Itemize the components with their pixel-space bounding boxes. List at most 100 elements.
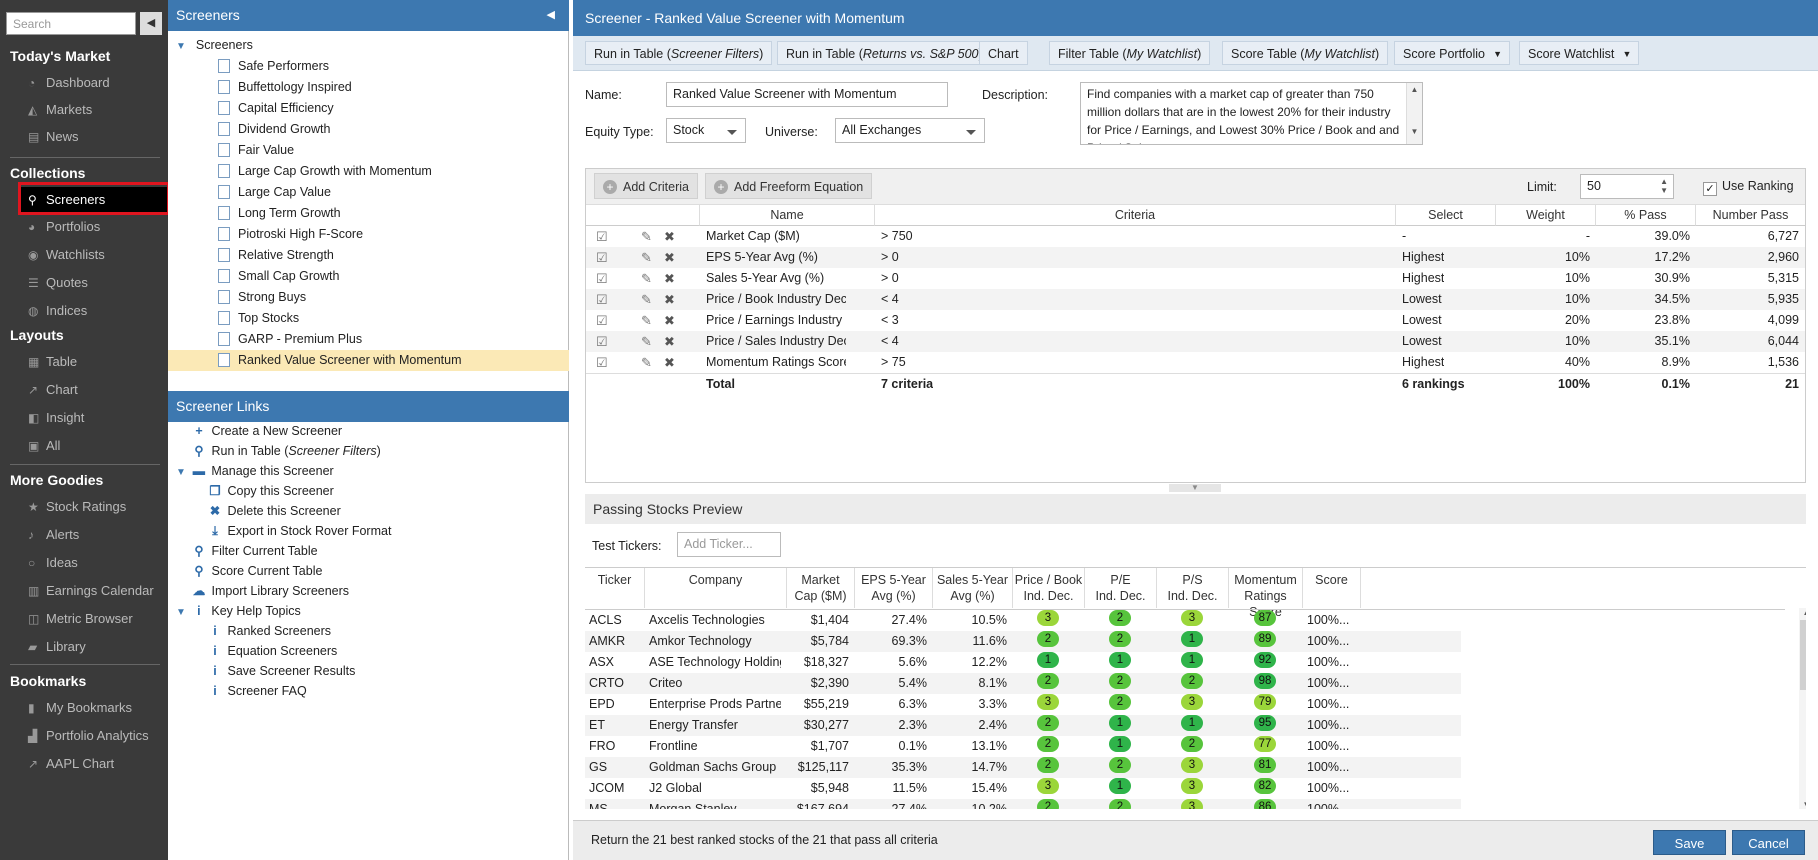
score-watchlist-button[interactable]: Score Watchlist ▼ — [1519, 41, 1640, 65]
universe-select[interactable]: All Exchanges — [835, 118, 985, 143]
nav-item-metric-browser[interactable]: ◫ Metric Browser — [28, 606, 168, 632]
nav-item-chart[interactable]: ↗ Chart — [28, 377, 168, 403]
link-copy-screener[interactable]: ❐ Copy this Screener — [206, 481, 333, 501]
run-in-table-filters-button[interactable]: Run in Table (Screener Filters) — [585, 41, 773, 65]
table-row[interactable]: ET Energy Transfer $30,277 2.3% 2.4% 2 1 1 95 100… — [585, 715, 1461, 736]
limit-stepper[interactable]: 50 ▲ ▼ — [1580, 174, 1674, 199]
link-help-ranked[interactable]: i Ranked Screeners — [206, 621, 331, 641]
screener-item[interactable]: Dividend Growth — [168, 119, 569, 140]
nav-item-insight[interactable]: ◧ Insight — [28, 405, 168, 431]
screener-item[interactable]: Capital Efficiency — [168, 98, 569, 119]
screener-item[interactable]: Large Cap Growth with Momentum — [168, 161, 569, 182]
nav-item-portfolios[interactable]: ◕ Portfolios — [28, 214, 168, 240]
table-row[interactable]: ACLS Axcelis Technologies $1,404 27.4% 10.5%… — [585, 610, 1461, 631]
table-row[interactable]: MS Morgan Stanley $167,694 27.4% 10.2% 2 2 3 86 1… — [585, 799, 1461, 809]
edit-icon[interactable]: ✎ — [641, 292, 652, 307]
nav-item-library[interactable]: ▰ Library — [28, 634, 168, 660]
criteria-row[interactable]: ☑ ✎ ✖ Sales 5-Year Avg (%) > 0 Highest 10% 30.9… — [586, 268, 1805, 289]
nav-item-all[interactable]: ▣ All — [28, 433, 168, 459]
link-help-equation[interactable]: i Equation Screeners — [206, 641, 337, 661]
criteria-row[interactable]: ☑ ✎ ✖ Momentum Ratings Score > 75 Highest 40% 8… — [586, 352, 1805, 373]
test-tickers-input[interactable]: Add Ticker... — [677, 532, 781, 557]
criteria-row[interactable]: ☑ ✎ ✖ EPS 5-Year Avg (%) > 0 Highest 10% 17.2% 2… — [586, 247, 1805, 268]
link-delete-screener[interactable]: ✖ Delete this Screener — [206, 501, 341, 521]
screener-item[interactable]: Long Term Growth — [168, 203, 569, 224]
link-import-library[interactable]: ☁ Import Library Screeners — [190, 581, 349, 601]
edit-icon[interactable]: ✎ — [641, 334, 652, 349]
preview-header-9[interactable]: Score — [1303, 568, 1361, 608]
edit-icon[interactable]: ✎ — [641, 313, 652, 328]
score-portfolio-button[interactable]: Score Portfolio ▼ — [1394, 41, 1510, 65]
edit-icon[interactable]: ✎ — [641, 271, 652, 286]
criteria-header-name[interactable]: Name — [700, 205, 875, 226]
screener-item[interactable]: Large Cap Value — [168, 182, 569, 203]
chart-button[interactable]: Chart — [979, 41, 1028, 65]
description-scrollbar[interactable]: ▲ ▼ — [1406, 83, 1422, 144]
nav-item-news[interactable]: ▤ News — [28, 124, 168, 150]
nav-item-markets[interactable]: ◭ Markets — [28, 97, 168, 123]
nav-item-alerts[interactable]: ♪ Alerts — [28, 522, 168, 548]
link-key-help-topics[interactable]: ▼ i Key Help Topics — [176, 601, 301, 621]
table-row[interactable]: CRTO Criteo $2,390 5.4% 8.1% 2 2 2 98 100%... — [585, 673, 1461, 694]
link-help-save-results[interactable]: i Save Screener Results — [206, 661, 355, 681]
add-freeform-equation-button[interactable]: + Add Freeform Equation — [705, 173, 873, 199]
criteria-header-pass[interactable]: % Pass — [1596, 205, 1696, 226]
criteria-header-criteria[interactable]: Criteria — [875, 205, 1396, 226]
criteria-header-number-pass[interactable]: Number Pass — [1696, 205, 1805, 226]
edit-icon[interactable]: ✎ — [641, 229, 652, 244]
run-in-table-returns-button[interactable]: Run in Table (Returns vs. S&P 500) — [777, 41, 992, 65]
nav-item-watchlists[interactable]: ◉ Watchlists — [28, 242, 168, 268]
nav-item-aapl-chart[interactable]: ↗ AAPL Chart — [28, 751, 168, 777]
tree-expand-icon[interactable]: ▼ — [176, 607, 186, 618]
nav-item-ideas[interactable]: ○ Ideas — [28, 550, 168, 576]
delete-icon[interactable]: ✖ — [664, 271, 675, 286]
nav-item-screeners[interactable]: ⚲ Screeners — [20, 187, 168, 213]
screener-item[interactable]: Relative Strength — [168, 245, 569, 266]
use-ranking-checkbox[interactable]: ✓ Use Ranking — [1703, 179, 1794, 196]
nav-item-earnings-calendar[interactable]: ▥ Earnings Calendar — [28, 578, 168, 604]
nav-item-my-bookmarks[interactable]: ▮ My Bookmarks — [28, 695, 168, 721]
edit-icon[interactable]: ✎ — [641, 250, 652, 265]
delete-icon[interactable]: ✖ — [664, 334, 675, 349]
search-input[interactable]: Search — [6, 12, 136, 35]
preview-header-4[interactable]: Sales 5-Year Avg (%) — [933, 568, 1013, 608]
delete-icon[interactable]: ✖ — [664, 229, 675, 244]
screener-item[interactable]: Ranked Value Screener with Momentum — [168, 350, 569, 371]
nav-item-table[interactable]: ▦ Table — [28, 349, 168, 375]
table-row[interactable]: ASX ASE Technology Holding ... $18,327 5.6%… — [585, 652, 1461, 673]
screener-item[interactable]: Safe Performers — [168, 56, 569, 77]
link-help-faq[interactable]: i Screener FAQ — [206, 681, 306, 701]
cancel-button[interactable]: Cancel — [1732, 830, 1805, 855]
checkbox-checked-icon[interactable]: ☑ — [596, 250, 608, 265]
tree-expand-icon[interactable]: ▼ — [176, 41, 186, 52]
table-row[interactable]: AMKR Amkor Technology $5,784 69.3% 11.6% 2 2 1 8… — [585, 631, 1461, 652]
criteria-row[interactable]: ☑ ✎ ✖ Price / Earnings Industry De... < 3 Low… — [586, 310, 1805, 331]
link-run-in-table[interactable]: ⚲ Run in Table (Screener Filters) — [190, 441, 380, 461]
screener-item[interactable]: Top Stocks — [168, 308, 569, 329]
screener-item[interactable]: Small Cap Growth — [168, 266, 569, 287]
filter-table-button[interactable]: Filter Table (My Watchlist) — [1049, 41, 1211, 65]
nav-item-indices[interactable]: ◍ Indices — [28, 298, 168, 324]
delete-icon[interactable]: ✖ — [664, 250, 675, 265]
preview-header-7[interactable]: P/S Ind. Dec. — [1157, 568, 1229, 608]
tree-root-screeners[interactable]: ▼ Screeners — [176, 38, 253, 52]
preview-header-6[interactable]: P/E Ind. Dec. — [1085, 568, 1157, 608]
preview-header-3[interactable]: EPS 5-Year Avg (%) — [855, 568, 933, 608]
criteria-header-select[interactable]: Select — [1396, 205, 1496, 226]
criteria-header-weight[interactable]: Weight — [1496, 205, 1596, 226]
checkbox-checked-icon[interactable]: ☑ — [596, 271, 608, 286]
collapse-panel-icon[interactable]: ◀ — [546, 9, 555, 21]
delete-icon[interactable]: ✖ — [664, 355, 675, 370]
delete-icon[interactable]: ✖ — [664, 313, 675, 328]
screener-item[interactable]: GARP - Premium Plus — [168, 329, 569, 350]
nav-item-stock-ratings[interactable]: ★ Stock Ratings — [28, 494, 168, 520]
link-create-screener[interactable]: + Create a New Screener — [190, 421, 342, 441]
edit-icon[interactable]: ✎ — [641, 355, 652, 370]
splitter-handle[interactable]: ▼ — [1169, 484, 1221, 492]
collapse-nav-icon[interactable]: ◀ — [140, 12, 162, 35]
checkbox-checked-icon[interactable]: ☑ — [596, 313, 608, 328]
description-textarea[interactable]: Find companies with a market cap of grea… — [1080, 82, 1423, 145]
criteria-row[interactable]: ☑ ✎ ✖ Price / Sales Industry Decile < 4 Lowes… — [586, 331, 1805, 352]
table-row[interactable]: GS Goldman Sachs Group $125,117 35.3% 14.7% 2… — [585, 757, 1461, 778]
